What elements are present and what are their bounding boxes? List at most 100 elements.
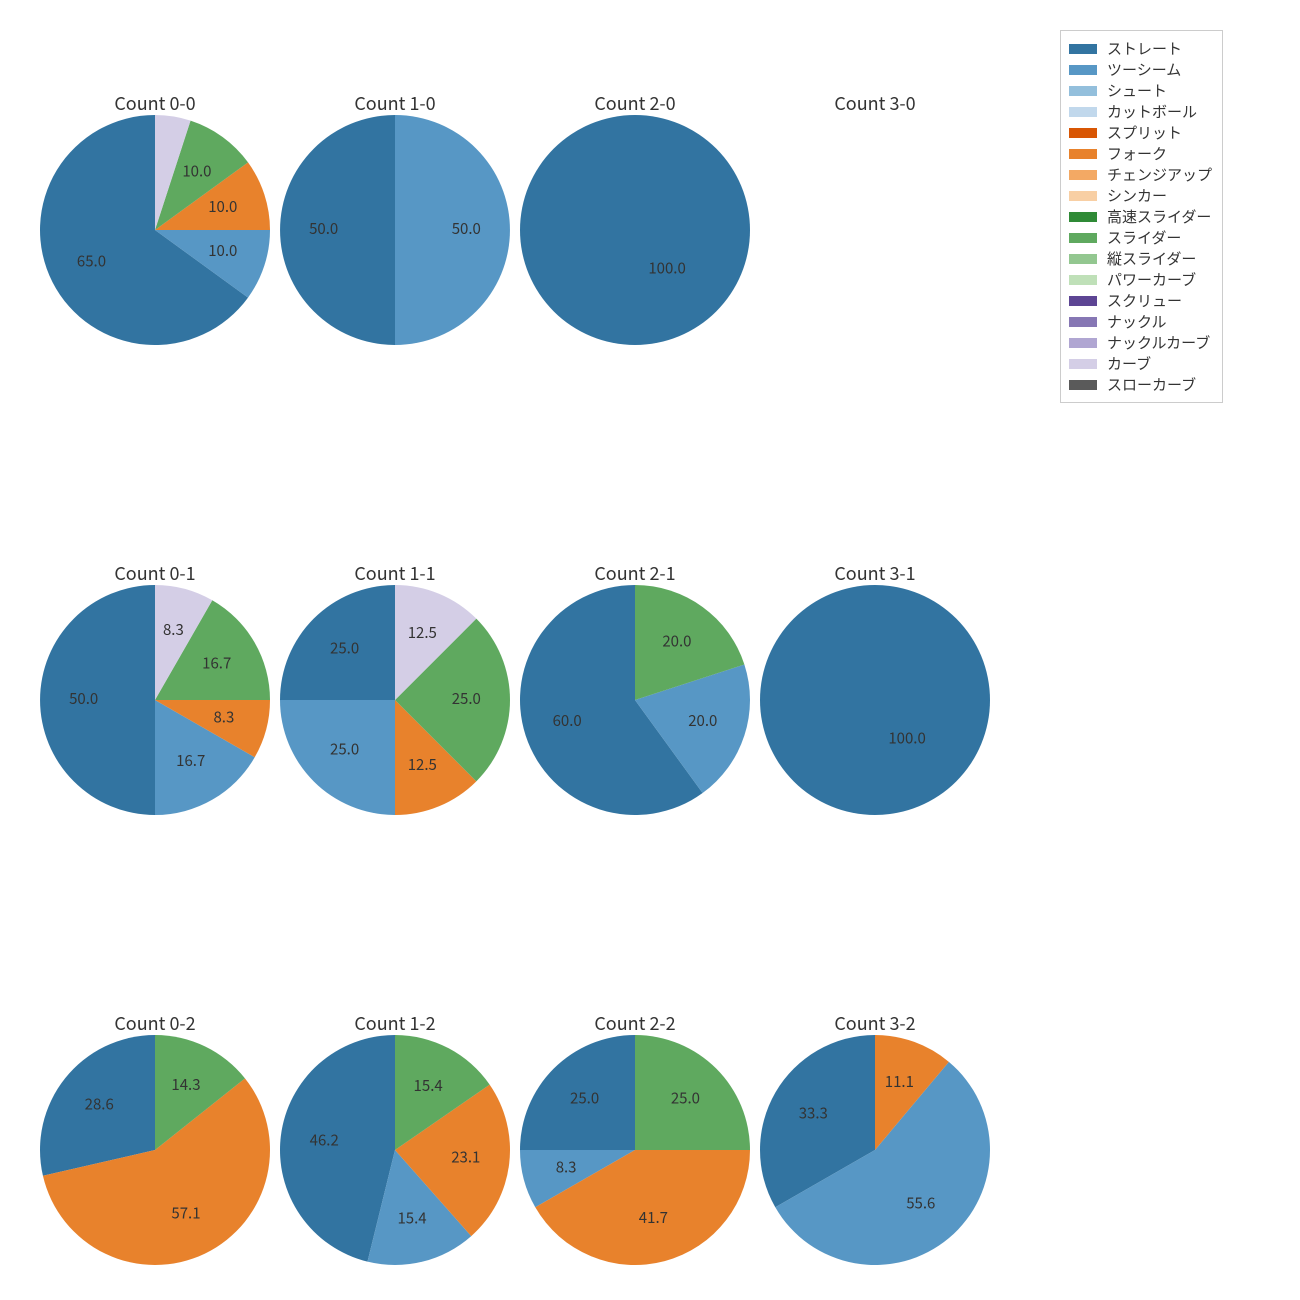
legend-label: ツーシーム: [1107, 59, 1181, 80]
chart-title: Count 2-1: [594, 560, 675, 586]
pie-chart: 100.0: [760, 585, 990, 815]
chart-title: Count 2-0: [594, 90, 675, 116]
legend-swatch: [1069, 170, 1097, 180]
slice-label: 33.3: [799, 1102, 828, 1123]
legend-item: スローカーブ: [1069, 374, 1212, 395]
legend-item: スクリュー: [1069, 290, 1212, 311]
chart-title: Count 1-1: [354, 560, 435, 586]
chart-title: Count 0-1: [114, 560, 195, 586]
pie-chart: 46.215.423.115.4: [280, 1035, 510, 1265]
legend-item: ナックル: [1069, 311, 1212, 332]
slice-label: 14.3: [171, 1074, 200, 1095]
legend-label: 縦スライダー: [1107, 248, 1196, 269]
slice-label: 12.5: [408, 754, 437, 775]
pie-chart: 25.0 25.0 12.5 25.0 12.5: [280, 585, 510, 815]
legend-label: フォーク: [1107, 143, 1167, 164]
legend-swatch: [1069, 212, 1097, 222]
slice-label: 60.0: [553, 710, 582, 731]
slice-label: 8.3: [213, 706, 234, 727]
slice-label: 20.0: [662, 630, 691, 651]
legend-swatch: [1069, 233, 1097, 243]
legend-label: スライダー: [1107, 227, 1181, 248]
legend-label: スローカーブ: [1107, 374, 1196, 395]
legend-label: カーブ: [1107, 353, 1151, 374]
pie-chart: 25.0 8.3 41.7 25.0: [520, 1035, 750, 1265]
slice-label: 28.6: [85, 1094, 114, 1115]
slice-label: 50.0: [309, 218, 338, 239]
legend-item: ストレート: [1069, 38, 1212, 59]
slice-label: 50.0: [452, 218, 481, 239]
slice-label: 25.0: [330, 738, 359, 759]
legend-label: 高速スライダー: [1107, 206, 1211, 227]
slice-label: 25.0: [330, 638, 359, 659]
slice-label: 16.7: [176, 750, 205, 771]
legend-swatch: [1069, 149, 1097, 159]
slice-label: 12.5: [408, 622, 437, 643]
legend-label: シンカー: [1107, 185, 1167, 206]
legend-label: カットボール: [1107, 101, 1197, 122]
legend: ストレートツーシームシュートカットボールスプリットフォークチェンジアップシンカー…: [1060, 30, 1223, 403]
legend-item: 高速スライダー: [1069, 206, 1212, 227]
legend-item: パワーカーブ: [1069, 269, 1212, 290]
legend-label: チェンジアップ: [1107, 164, 1212, 185]
pie-chart: 50.0 50.0: [280, 115, 510, 345]
legend-label: ナックルカーブ: [1107, 332, 1210, 353]
slice-label: 25.0: [452, 688, 481, 709]
slice-label: 25.0: [671, 1088, 700, 1109]
slice-label: 15.4: [414, 1075, 443, 1096]
chart-title: Count 0-0: [114, 90, 195, 116]
legend-swatch: [1069, 65, 1097, 75]
legend-item: スライダー: [1069, 227, 1212, 248]
legend-item: ツーシーム: [1069, 59, 1212, 80]
slice-label: 65.0: [77, 250, 106, 271]
legend-swatch: [1069, 128, 1097, 138]
chart-title: Count 1-0: [354, 90, 435, 116]
legend-label: ナックル: [1107, 311, 1167, 332]
slice-label: 25.0: [570, 1088, 599, 1109]
legend-label: スクリュー: [1107, 290, 1182, 311]
pie-chart: 33.3 55.6 11.1: [760, 1035, 990, 1265]
pie-chart: 60.020.020.0: [520, 585, 750, 815]
slice-label: 100.0: [648, 257, 685, 278]
chart-title: Count 0-2: [114, 1010, 195, 1036]
pie-slice: [760, 585, 990, 815]
slice-label: 23.1: [451, 1147, 480, 1168]
legend-swatch: [1069, 107, 1097, 117]
pie-chart: 28.6 57.1 14.3: [40, 1035, 270, 1265]
slice-label: 8.3: [556, 1156, 577, 1177]
legend-item: カーブ: [1069, 353, 1212, 374]
slice-label: 11.1: [885, 1071, 914, 1092]
legend-swatch: [1069, 254, 1097, 264]
slice-label: 10.0: [208, 196, 237, 217]
legend-item: シンカー: [1069, 185, 1212, 206]
chart-title: Count 3-2: [834, 1010, 915, 1036]
legend-swatch: [1069, 86, 1097, 96]
chart-title: Count 3-1: [834, 560, 915, 586]
slice-label: 57.1: [171, 1202, 200, 1223]
chart-title: Count 2-2: [594, 1010, 675, 1036]
chart-stage: Count 0-065.010.010.010.0Count 1-050.050…: [0, 0, 1300, 1300]
legend-swatch: [1069, 380, 1097, 390]
slice-label: 8.3: [163, 619, 184, 640]
pie-slice: [520, 115, 750, 345]
legend-swatch: [1069, 338, 1097, 348]
slice-label: 10.0: [182, 160, 211, 181]
slice-label: 41.7: [639, 1207, 668, 1228]
legend-item: ナックルカーブ: [1069, 332, 1212, 353]
legend-item: フォーク: [1069, 143, 1212, 164]
pie-chart: 100.0: [520, 115, 750, 345]
slice-label: 16.7: [202, 652, 231, 673]
slice-label: 55.6: [906, 1193, 935, 1214]
legend-swatch: [1069, 191, 1097, 201]
pie-chart: 65.0 10.0 10.0 10.0: [40, 115, 270, 345]
slice-label: 100.0: [888, 727, 925, 748]
chart-title: Count 3-0: [834, 90, 915, 116]
legend-item: スプリット: [1069, 122, 1212, 143]
slice-label: 10.0: [208, 240, 237, 261]
legend-item: シュート: [1069, 80, 1212, 101]
legend-swatch: [1069, 359, 1097, 369]
chart-title: Count 1-2: [354, 1010, 435, 1036]
legend-swatch: [1069, 44, 1097, 54]
legend-label: パワーカーブ: [1107, 269, 1196, 290]
slice-label: 50.0: [69, 688, 98, 709]
